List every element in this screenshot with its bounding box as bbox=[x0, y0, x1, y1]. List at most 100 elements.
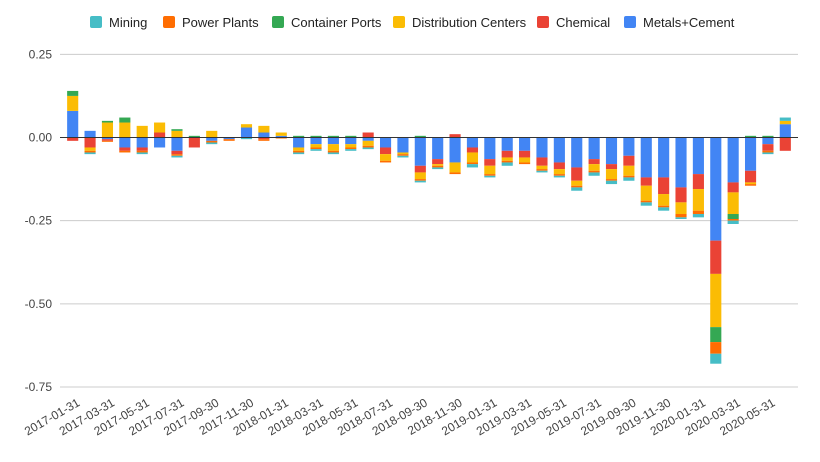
bar-segment-metals-cement bbox=[67, 110, 79, 138]
legend-label-chemical: Chemical bbox=[556, 15, 610, 30]
bar-segment-metals-cement bbox=[449, 137, 461, 163]
bar-segment-power-plants bbox=[171, 154, 183, 156]
bar-segment-container-ports bbox=[727, 214, 739, 219]
bar-segment-metals-cement bbox=[484, 137, 496, 160]
bar-segment-power-plants bbox=[136, 150, 148, 153]
bar-stack-2019-02-28 bbox=[501, 137, 513, 166]
bar-segment-power-plants bbox=[588, 170, 600, 173]
bar-segment-metals-cement bbox=[710, 137, 722, 241]
bar-stack-2019-09-30 bbox=[623, 137, 635, 181]
bar-segment-metals-cement bbox=[310, 137, 322, 145]
y-tick-label: -0.75 bbox=[25, 380, 53, 394]
bar-stack-2018-09-30 bbox=[414, 135, 426, 183]
legend-item-chemical[interactable]: Chemical bbox=[537, 15, 610, 30]
bar-segment-mining bbox=[553, 175, 565, 178]
bar-segment-power-plants bbox=[432, 165, 444, 168]
bar-segment-distribution-centers bbox=[692, 189, 704, 211]
bar-segment-container-ports bbox=[67, 90, 79, 96]
bar-stack-2017-01-31 bbox=[67, 90, 79, 141]
bar-segment-metals-cement bbox=[519, 137, 531, 151]
bar-segment-distribution-centers bbox=[466, 152, 479, 163]
bar-segment-chemical bbox=[501, 150, 513, 158]
bar-segment-chemical bbox=[640, 177, 652, 186]
bar-segment-mining bbox=[206, 142, 218, 145]
bar-segment-power-plants bbox=[258, 139, 270, 141]
bar-segment-distribution-centers bbox=[362, 140, 374, 146]
bar-segment-mining bbox=[605, 180, 618, 185]
bar-segment-container-ports bbox=[345, 135, 357, 138]
bar-segment-metals-cement bbox=[362, 137, 374, 141]
bar-segment-distribution-centers bbox=[536, 165, 548, 170]
bar-segment-metals-cement bbox=[101, 137, 114, 140]
bar-segment-mining bbox=[571, 187, 583, 191]
bar-segment-metals-cement bbox=[675, 137, 687, 188]
bar-segment-distribution-centers bbox=[136, 125, 148, 138]
bar-segment-chemical bbox=[588, 159, 600, 165]
y-tick-label: 0.25 bbox=[29, 47, 53, 61]
legend-item-distribution-centers[interactable]: Distribution Centers bbox=[393, 15, 527, 30]
bar-stack-2019-08-31 bbox=[605, 137, 618, 185]
bar-segment-mining bbox=[327, 152, 339, 155]
bar-stack-2019-01-31 bbox=[484, 137, 496, 178]
legend-label-power-plants: Power Plants bbox=[182, 15, 259, 30]
bar-stack-2020-03-31 bbox=[727, 137, 739, 224]
y-tick-label: -0.25 bbox=[25, 214, 53, 228]
legend-swatch-container-ports bbox=[272, 16, 284, 28]
bar-segment-mining bbox=[623, 177, 635, 181]
bar-segment-power-plants bbox=[293, 150, 305, 153]
bar-segment-container-ports bbox=[744, 135, 757, 138]
legend-item-power-plants[interactable]: Power Plants bbox=[163, 15, 259, 30]
bar-stack-2018-06-30 bbox=[362, 132, 374, 150]
bar-segment-metals-cement bbox=[623, 137, 635, 156]
bar-segment-container-ports bbox=[762, 135, 774, 138]
bar-segment-distribution-centers bbox=[275, 132, 287, 136]
bar-segment-chemical bbox=[84, 137, 96, 148]
bar-segment-chemical bbox=[188, 137, 200, 148]
legend-item-mining[interactable]: Mining bbox=[90, 15, 147, 30]
legend-label-container-ports: Container Ports bbox=[291, 15, 382, 30]
bar-segment-metals-cement bbox=[84, 130, 96, 138]
bar-stack-2019-07-31 bbox=[588, 137, 600, 176]
bar-segment-mining bbox=[536, 170, 548, 173]
bar-segment-metals-cement bbox=[779, 124, 791, 138]
bar-segment-mining bbox=[362, 147, 374, 150]
bar-segment-chemical bbox=[466, 147, 479, 153]
bar-segment-container-ports bbox=[188, 135, 200, 138]
bar-segment-container-ports bbox=[101, 120, 114, 123]
bar-segment-chemical bbox=[692, 174, 704, 190]
bar-segment-power-plants bbox=[675, 214, 687, 218]
bar-segment-metals-cement bbox=[762, 137, 774, 145]
bar-segment-metals-cement bbox=[640, 137, 652, 178]
bar-segment-power-plants bbox=[101, 140, 114, 142]
bar-segment-power-plants bbox=[379, 160, 392, 163]
bar-stack-2018-03-31 bbox=[310, 135, 322, 151]
legend-label-distribution-centers: Distribution Centers bbox=[412, 15, 527, 30]
bar-segment-chemical bbox=[379, 147, 392, 155]
bar-segment-metals-cement bbox=[432, 137, 444, 160]
bar-stack-2020-06-30 bbox=[779, 117, 791, 151]
bar-segment-distribution-centers bbox=[171, 130, 183, 138]
bar-stack-2017-12-31 bbox=[258, 125, 270, 141]
bar-segment-metals-cement bbox=[327, 137, 339, 145]
bar-segment-power-plants bbox=[658, 205, 670, 208]
bar-segment-mining bbox=[501, 162, 513, 166]
bar-stack-2017-06-30 bbox=[154, 122, 166, 148]
bar-stack-2017-04-30 bbox=[119, 117, 131, 153]
bar-segment-metals-cement bbox=[275, 135, 287, 138]
bar-segment-power-plants bbox=[727, 219, 739, 221]
bar-segment-distribution-centers bbox=[119, 122, 131, 138]
bar-segment-chemical bbox=[658, 177, 670, 195]
legend-label-metals-cement: Metals+Cement bbox=[643, 15, 735, 30]
bar-segment-chemical bbox=[449, 134, 461, 138]
bar-segment-metals-cement bbox=[345, 137, 357, 145]
bar-segment-mining bbox=[240, 137, 253, 140]
bar-segment-mining bbox=[466, 164, 479, 168]
bar-stack-2018-05-31 bbox=[345, 135, 357, 151]
bar-segment-power-plants bbox=[605, 179, 618, 181]
bar-segment-power-plants bbox=[310, 147, 322, 150]
legend-item-container-ports[interactable]: Container Ports bbox=[272, 15, 382, 30]
legend-swatch-power-plants bbox=[163, 16, 175, 28]
legend-item-metals-cement[interactable]: Metals+Cement bbox=[624, 15, 735, 30]
bar-segment-chemical bbox=[623, 155, 635, 166]
